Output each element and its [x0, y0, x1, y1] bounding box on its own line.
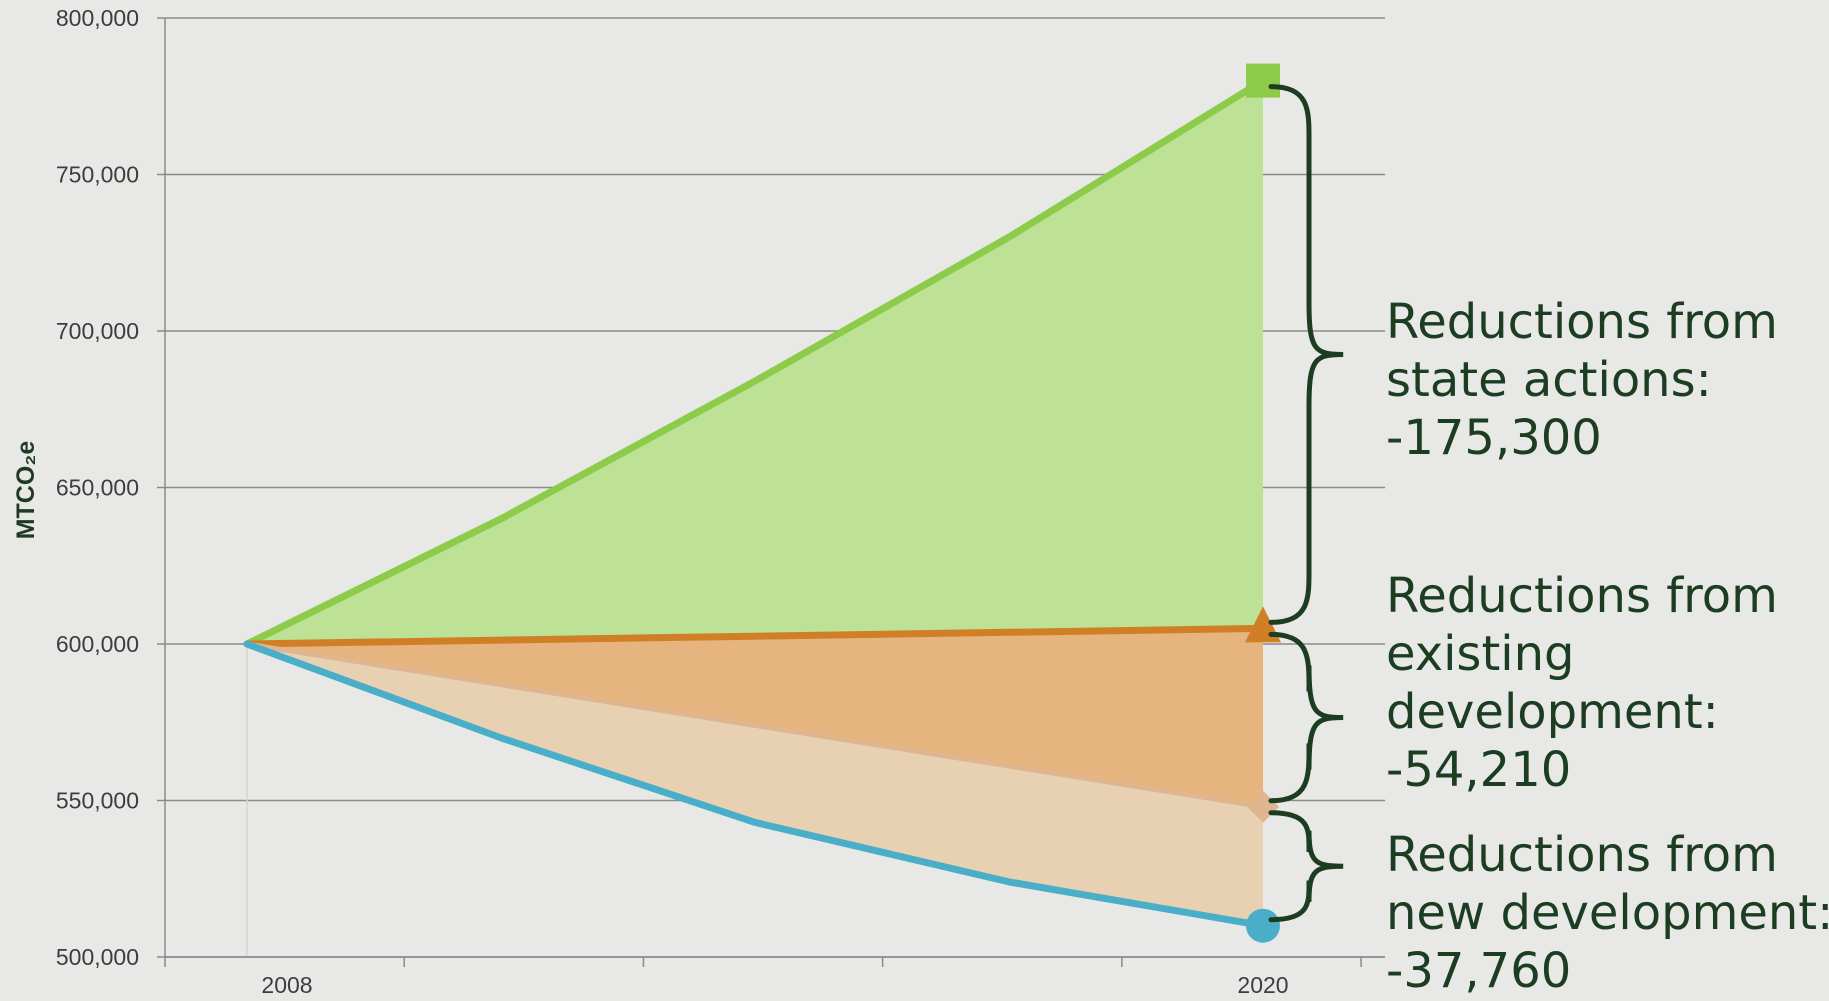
braces — [1268, 84, 1344, 923]
annotation-line: -37,760 — [1386, 943, 1571, 999]
annotations: Reductions from state actions: -175,300Red… — [1386, 294, 1829, 999]
annotation-line: Reductions from — [1386, 827, 1778, 883]
annotation-line: state actions: — [1386, 352, 1712, 408]
area-orange — [247, 628, 1263, 807]
series-line-orange — [243, 624, 1267, 648]
x-tick-label: 2020 — [1237, 972, 1288, 998]
axes — [157, 17, 1385, 967]
y-tick-label: 700,000 — [56, 318, 139, 344]
series-line-tan — [244, 641, 1266, 810]
brace-new — [1268, 810, 1344, 923]
series-line-blue — [243, 640, 1267, 930]
area-tan — [247, 644, 1263, 926]
y-tick-labels: 500,000 550,000 600,000 650,000 700,000 750,0… — [56, 5, 139, 970]
marker-green — [1246, 63, 1280, 98]
annotation-line: Reductions from — [1386, 294, 1778, 350]
series-lines — [243, 77, 1267, 930]
y-tick-label: 750,000 — [56, 162, 139, 188]
series-line-green — [243, 77, 1267, 648]
annotation-line: new development: — [1386, 885, 1829, 941]
y-tick-label: 550,000 — [56, 788, 139, 814]
area-green — [247, 80, 1263, 645]
annotation-existing: Reductions from existing development: -54,2… — [1386, 568, 1778, 798]
series-areas — [247, 80, 1263, 926]
annotation-line: -175,300 — [1386, 410, 1602, 466]
y-tick-label: 650,000 — [56, 475, 139, 501]
x-tick-labels: 2008 2020 — [261, 972, 1288, 998]
annotation-line: existing — [1386, 626, 1574, 682]
brace-state — [1268, 84, 1344, 625]
y-tick-label: 800,000 — [56, 5, 139, 31]
y-axis-title: MTCO₂e — [12, 441, 40, 540]
annotation-line: Reductions from — [1386, 568, 1778, 624]
marker-blue — [1246, 908, 1280, 943]
annotation-state: Reductions from state actions: -175,300 — [1386, 294, 1778, 466]
brace-existing — [1268, 631, 1344, 804]
y-tick-label: 500,000 — [56, 944, 139, 970]
annotation-line: development: — [1386, 684, 1719, 740]
annotation-line: -54,210 — [1386, 742, 1571, 798]
x-tick-label: 2008 — [261, 972, 312, 998]
annotation-new: Reductions from new development: -37,760 — [1386, 827, 1829, 999]
y-tick-label: 600,000 — [56, 631, 139, 657]
